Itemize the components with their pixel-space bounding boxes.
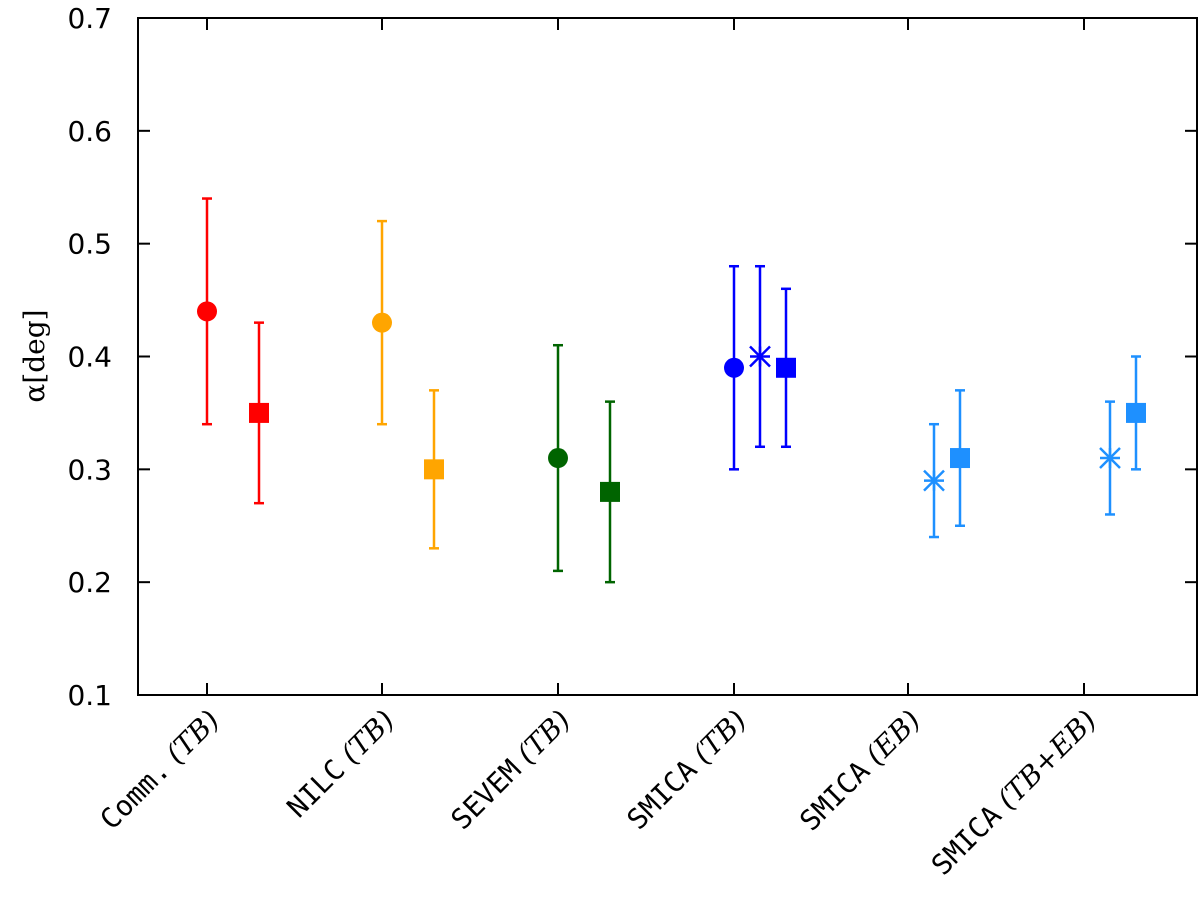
x-tick-label: NILC (TB) bbox=[280, 704, 401, 825]
data-points bbox=[197, 197, 1146, 584]
data-point-circle bbox=[372, 312, 392, 333]
data-point-group bbox=[424, 389, 444, 550]
y-tick-label: 0.6 bbox=[67, 115, 112, 148]
data-point-group bbox=[950, 389, 970, 527]
data-point-group bbox=[372, 219, 392, 426]
data-point-circle bbox=[197, 301, 217, 322]
data-point-group bbox=[749, 264, 771, 449]
category-name: SEVEM bbox=[445, 753, 528, 836]
data-point-group bbox=[600, 400, 620, 584]
y-tick-label: 0.2 bbox=[67, 566, 112, 599]
data-point-star bbox=[923, 469, 945, 492]
category-estimator: (TB+EB) bbox=[985, 704, 1103, 822]
x-tick-label: SMICA (TB) bbox=[621, 704, 753, 836]
data-point-group bbox=[724, 264, 744, 471]
data-point-square bbox=[249, 402, 269, 423]
data-point-group bbox=[1126, 355, 1146, 471]
y-tick-label: 0.7 bbox=[67, 2, 112, 35]
data-point-group bbox=[776, 287, 796, 449]
y-tick-label: 0.1 bbox=[67, 679, 112, 712]
y-tick-label: 0.3 bbox=[67, 453, 112, 486]
category-estimator: (EB) bbox=[853, 704, 927, 778]
plot-frame bbox=[137, 17, 1198, 696]
x-tick-label: SEVEM (TB) bbox=[445, 704, 577, 836]
data-point-group bbox=[249, 321, 269, 505]
data-point-circle bbox=[724, 357, 744, 378]
data-point-square bbox=[950, 448, 970, 469]
data-point-circle bbox=[548, 448, 568, 469]
x-tick-label: SMICA (EB) bbox=[793, 704, 927, 838]
data-point-square bbox=[1126, 402, 1146, 423]
data-point-square bbox=[424, 459, 444, 480]
data-point-square bbox=[776, 357, 796, 378]
y-axis-label: α[deg] bbox=[18, 309, 51, 402]
data-point-star bbox=[749, 345, 771, 368]
data-point-group bbox=[1099, 400, 1121, 516]
data-point-group bbox=[197, 197, 217, 426]
y-tick-label: 0.4 bbox=[67, 341, 112, 374]
data-point-star bbox=[1099, 447, 1121, 469]
data-point-group bbox=[548, 343, 568, 573]
x-tick-label: Comm. (TB) bbox=[94, 704, 226, 836]
y-tick-label: 0.5 bbox=[67, 228, 112, 261]
category-name: Comm. bbox=[94, 753, 177, 836]
x-tick-label: SMICA (TB+EB) bbox=[925, 704, 1103, 882]
y-axis: 0.1 0.2 0.3 0.4 0.5 0.6 0.7 bbox=[67, 2, 1197, 712]
data-point-square bbox=[600, 481, 620, 502]
data-point-group bbox=[923, 422, 945, 539]
